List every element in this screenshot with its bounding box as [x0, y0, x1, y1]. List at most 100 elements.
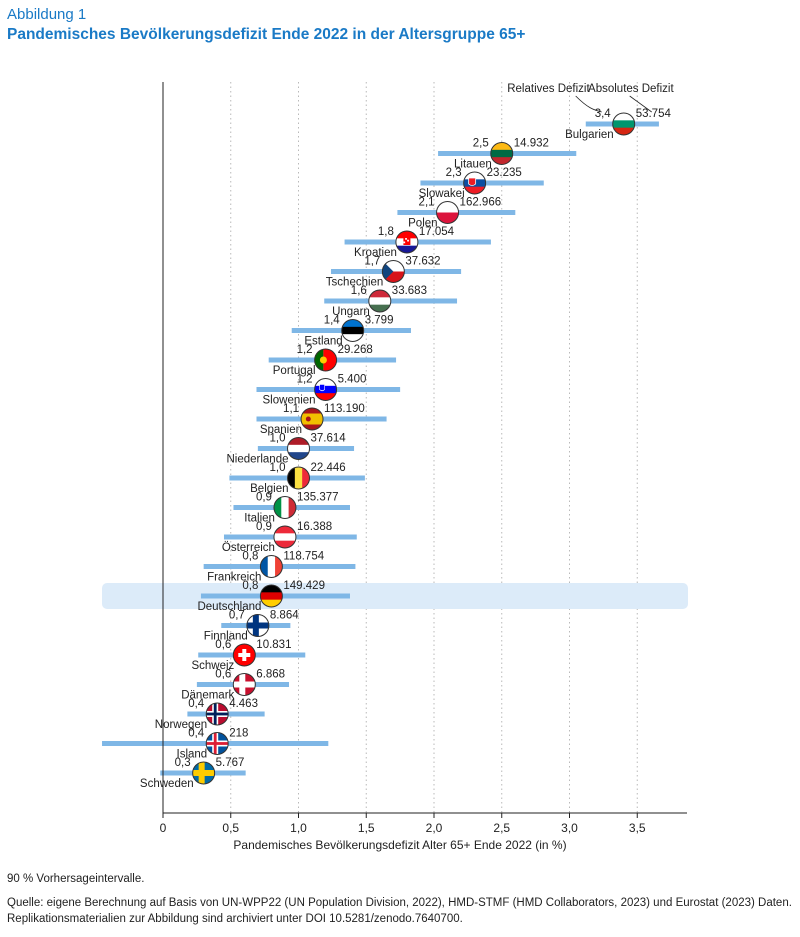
- relative-value: 1,6: [351, 285, 367, 297]
- absolute-value: 5.767: [216, 757, 245, 769]
- relative-value: 0,9: [256, 521, 272, 533]
- country-name: Portugal: [273, 365, 316, 377]
- country-row-schweden: 0,3 5.767 Schweden: [140, 757, 245, 790]
- flag-c8: [314, 349, 337, 371]
- relative-value: 1,7: [364, 256, 380, 268]
- flag-c21: [206, 732, 229, 755]
- x-axis-title: Pandemisches Bevölkerungsdefizit Alter 6…: [233, 838, 566, 852]
- legend-relative-leader: [575, 95, 602, 113]
- relative-value: 2,1: [419, 197, 435, 209]
- relative-value: 0,9: [256, 492, 272, 504]
- relative-value: 1,8: [378, 226, 394, 238]
- country-row-litauen: 2,5 14.932 Litauen: [454, 138, 549, 171]
- relative-value: 1,4: [324, 315, 341, 327]
- relative-value: 1,0: [270, 462, 286, 474]
- deficit-chart: 0 0,5 1,0 1,5 2,0 2,5 3,0 3,5 Pandemisches Bevö…: [102, 82, 688, 852]
- legend: Relatives Defizit Absolutes Defizit: [507, 83, 674, 113]
- country-row-finnland: 0,7 8.864 Finnland: [204, 610, 300, 643]
- country-name: Dänemark: [181, 690, 234, 702]
- flag-c14: [273, 526, 296, 548]
- flag-c15: [260, 555, 283, 578]
- relative-value: 0,6: [215, 639, 231, 651]
- relative-value: 2,5: [473, 138, 489, 150]
- country-row-ungarn: 1,6 33.683 Ungarn: [332, 285, 427, 318]
- country-name: Island: [177, 749, 208, 761]
- absolute-value: 10.831: [256, 639, 291, 651]
- country-row-spanien: 1,1 113.190 Spanien: [260, 403, 365, 436]
- country-row-slowakei: 2,3 23.235 Slowakei: [419, 167, 522, 200]
- absolute-value: 149.429: [283, 580, 325, 592]
- country-name: Italien: [244, 513, 275, 525]
- country-row-dänemark: 0,6 6.868 Dänemark: [181, 669, 285, 702]
- absolute-value: 37.614: [311, 433, 347, 445]
- absolute-value: 53.754: [636, 108, 672, 120]
- relative-value: 0,4: [188, 698, 205, 710]
- flag-c2: [463, 172, 486, 194]
- country-name: Schweiz: [191, 660, 234, 672]
- legend-absolute-label: Absolutes Defizit: [588, 83, 674, 95]
- relative-value: 3,4: [595, 108, 612, 120]
- country-row-tschechien: 1,7 37.632 Tschechien: [326, 256, 441, 289]
- country-row-slowenien: 1,2 5.400 Slowenien: [263, 374, 367, 407]
- flag-c4: [395, 231, 418, 253]
- country-name: Polen: [408, 218, 437, 230]
- absolute-value: 218: [229, 728, 248, 740]
- country-name: Kroatien: [354, 247, 397, 259]
- legend-relative-label: Relatives Defizit: [507, 83, 590, 95]
- country-name: Frankreich: [207, 572, 261, 584]
- absolute-value: 113.190: [324, 403, 365, 415]
- x-tick-label: 2,5: [493, 821, 510, 835]
- x-tick-label: 1,0: [290, 821, 307, 835]
- flag-c0: [612, 113, 635, 135]
- country-row-portugal: 1,2 29.268 Portugal: [273, 344, 373, 377]
- country-name: Litauen: [454, 159, 492, 171]
- highlight-band: [102, 583, 688, 609]
- country-row-österreich: 0,9 16.388 Österreich: [222, 521, 332, 554]
- country-name: Österreich: [222, 542, 275, 554]
- x-ticks: 0 0,5 1,0 1,5 2,0 2,5 3,0 3,5: [160, 813, 646, 835]
- country-row-polen: 2,1 162.966 Polen: [408, 197, 501, 230]
- country-name: Slowenien: [263, 395, 316, 407]
- country-name: Schweden: [140, 778, 194, 790]
- chart-title: Pandemisches Bevölkerungsdefizit Ende 20…: [7, 26, 526, 43]
- absolute-value: 162.966: [460, 197, 502, 209]
- absolute-value: 14.932: [514, 138, 549, 150]
- flag-c17: [246, 614, 269, 637]
- x-tick-label: 3,5: [629, 821, 646, 835]
- absolute-value: 23.235: [487, 167, 522, 179]
- country-name: Slowakei: [419, 188, 465, 200]
- country-row-deutschland: 0,8 149.429 Deutschland: [197, 580, 325, 613]
- country-row-norwegen: 0,4 4.463 Norwegen: [155, 698, 258, 731]
- absolute-value: 3.799: [365, 315, 394, 327]
- absolute-value: 8.864: [270, 610, 299, 622]
- relative-value: 0,7: [229, 610, 245, 622]
- relative-value: 1,0: [270, 433, 286, 445]
- country-row-bulgarien: 3,4 53.754 Bulgarien: [565, 108, 671, 141]
- relative-value: 0,8: [242, 580, 258, 592]
- absolute-value: 4.463: [229, 698, 258, 710]
- country-name: Belgien: [250, 483, 288, 495]
- flag-c11: [287, 437, 310, 460]
- country-name: Estland: [304, 336, 342, 348]
- relative-value: 0,3: [175, 757, 191, 769]
- country-name: Deutschland: [197, 601, 261, 613]
- flag-c5: [382, 260, 405, 283]
- country-row-niederlande: 1,0 37.614 Niederlande: [226, 433, 346, 466]
- absolute-value: 29.268: [338, 344, 373, 356]
- relative-value: 0,4: [188, 728, 205, 740]
- flag-c10: [301, 408, 324, 430]
- flag-c6: [368, 290, 391, 312]
- figure-label: Abbildung 1: [7, 6, 87, 23]
- x-tick-label: 0: [160, 821, 167, 835]
- absolute-value: 17.054: [419, 226, 455, 238]
- flag-c16: [260, 585, 283, 607]
- country-name: Tschechien: [326, 277, 384, 289]
- absolute-value: 6.868: [256, 669, 285, 681]
- country-name: Finnland: [204, 631, 248, 643]
- flag-c1: [490, 142, 513, 165]
- country-row-italien: 0,9 135.377 Italien: [244, 492, 338, 525]
- flag-c22: [192, 762, 215, 784]
- country-row-kroatien: 1,8 17.054 Kroatien: [354, 226, 455, 259]
- relative-value: 2,3: [446, 167, 462, 179]
